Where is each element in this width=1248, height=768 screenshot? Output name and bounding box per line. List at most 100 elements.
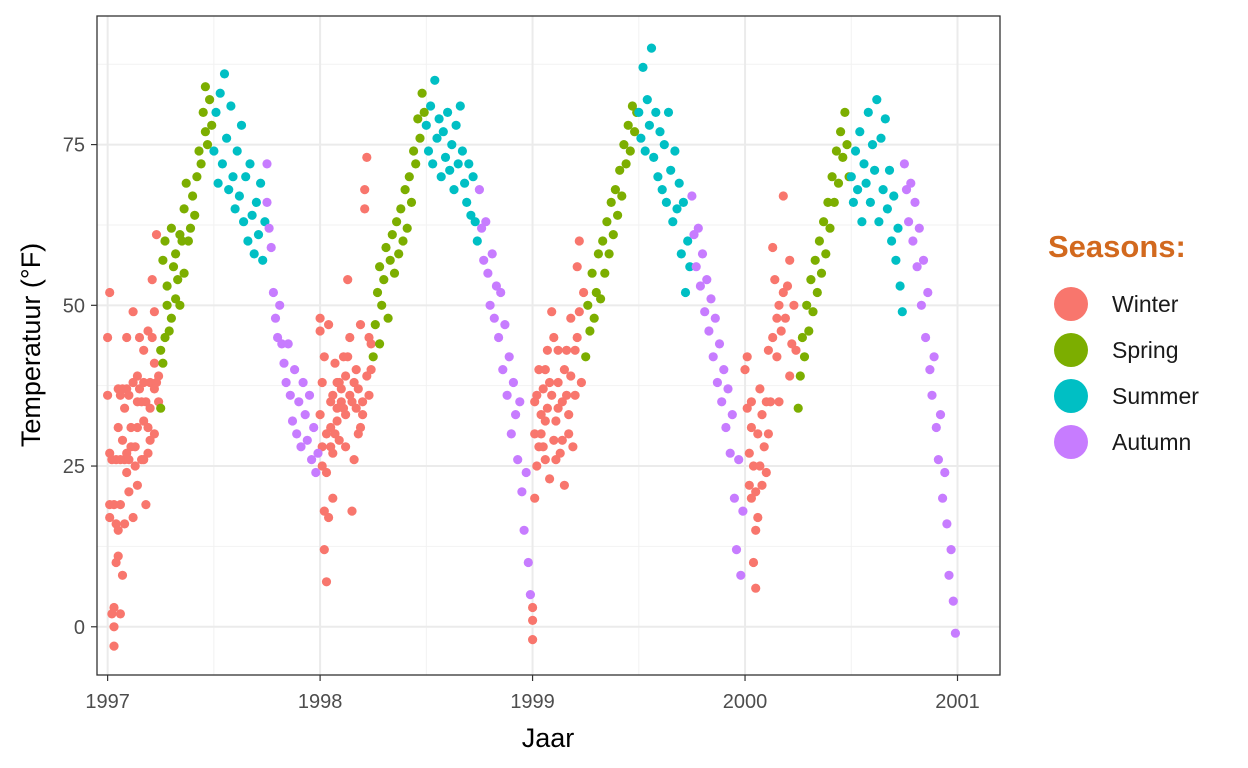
data-point [358, 410, 368, 420]
data-point [245, 159, 255, 169]
data-point [168, 262, 179, 272]
data-point [319, 545, 329, 555]
data-point [355, 320, 366, 330]
data-point [510, 410, 521, 420]
data-point [674, 178, 684, 188]
data-point [606, 197, 616, 207]
legend-title: Seasons: [1048, 229, 1186, 264]
data-point [557, 397, 567, 407]
data-point [553, 377, 563, 388]
data-point [887, 236, 897, 246]
data-point [485, 300, 495, 310]
data-point [942, 519, 952, 529]
data-point [179, 204, 189, 214]
data-point [451, 120, 461, 130]
data-point [636, 133, 646, 143]
data-point [279, 358, 289, 368]
data-point [944, 570, 954, 580]
data-point [687, 191, 697, 201]
legend-key [1054, 425, 1088, 459]
data-point [409, 146, 419, 156]
data-point [302, 435, 312, 445]
data-point [149, 358, 159, 368]
data-point [124, 487, 134, 497]
data-point [258, 255, 268, 265]
data-point [239, 217, 249, 227]
data-point [394, 249, 404, 259]
legend-entry-spring: Spring [1054, 333, 1178, 367]
data-point [593, 249, 604, 259]
data-point [341, 371, 351, 381]
data-point [453, 159, 463, 169]
data-point [500, 320, 510, 330]
data-point [109, 602, 119, 613]
data-point [668, 217, 678, 227]
data-point [366, 339, 376, 349]
data-point [188, 191, 198, 201]
data-point [748, 557, 759, 568]
data-point [789, 300, 799, 310]
data-point [315, 410, 325, 420]
data-point [646, 43, 657, 53]
data-point [251, 197, 261, 207]
data-point [549, 435, 559, 445]
data-point [731, 545, 742, 555]
data-point [457, 146, 467, 156]
data-point [532, 390, 542, 400]
data-point [508, 377, 518, 388]
data-point [375, 262, 385, 272]
data-point [806, 275, 816, 285]
data-point [559, 480, 570, 490]
data-point [126, 422, 136, 433]
data-point [241, 172, 251, 182]
data-point [555, 448, 565, 458]
data-point [307, 455, 317, 465]
data-point [113, 551, 123, 561]
data-point [489, 313, 499, 323]
legend-entry-winter: Winter [1054, 287, 1179, 321]
data-point [859, 159, 869, 169]
data-point [946, 545, 956, 555]
data-point [324, 320, 334, 330]
data-point [200, 82, 210, 92]
data-point [194, 146, 204, 156]
data-point [158, 358, 168, 368]
data-point [765, 397, 776, 407]
data-point [219, 69, 230, 79]
data-point [134, 332, 145, 343]
data-point [893, 223, 903, 233]
legend-label: Winter [1112, 291, 1179, 317]
data-point [120, 403, 130, 413]
data-point [725, 448, 735, 458]
data-point [468, 172, 478, 182]
data-point [192, 172, 202, 182]
data-point [470, 217, 480, 227]
data-point [449, 185, 459, 195]
data-point [793, 403, 803, 413]
data-point [360, 185, 370, 195]
data-point [253, 230, 264, 240]
data-point [772, 352, 782, 362]
data-point [770, 275, 780, 285]
data-point [162, 300, 172, 310]
data-point [744, 480, 754, 490]
data-point [840, 107, 850, 117]
data-point [872, 95, 882, 105]
data-point [224, 185, 234, 195]
data-point [910, 197, 920, 207]
data-point [528, 635, 538, 645]
legend: Seasons: Winter Spring Summer Autumn [1048, 229, 1199, 459]
data-point [413, 114, 423, 124]
data-point [738, 506, 748, 516]
data-point [379, 275, 389, 285]
data-point [778, 287, 788, 298]
data-point [653, 172, 663, 182]
data-point [721, 422, 731, 433]
data-point [882, 204, 893, 214]
data-point [315, 313, 325, 323]
data-point [517, 487, 527, 497]
data-point [491, 281, 501, 291]
data-point [585, 326, 595, 336]
data-point [483, 268, 493, 278]
data-point [345, 332, 355, 343]
